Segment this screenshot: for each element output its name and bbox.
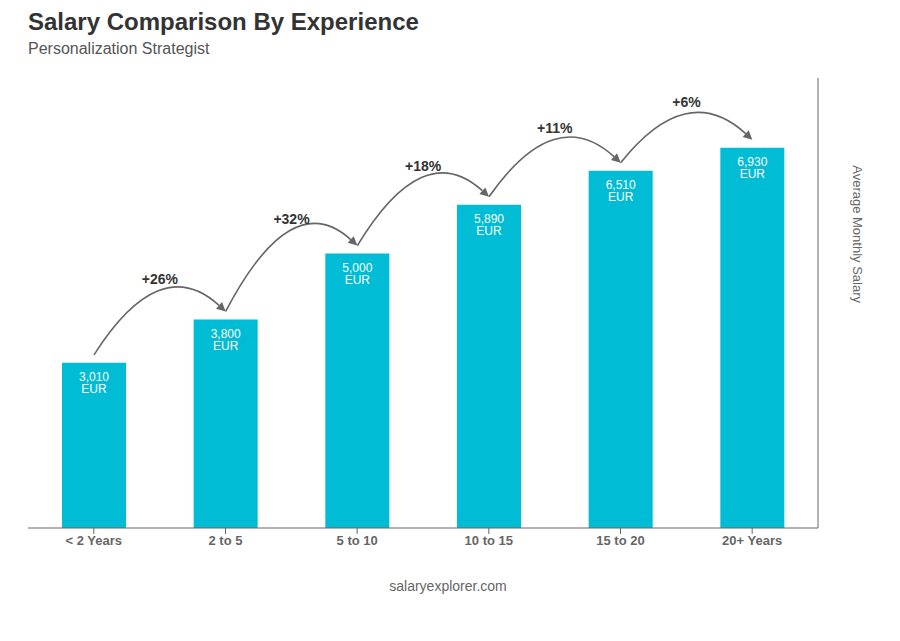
svg-text:3,010EUR: 3,010EUR xyxy=(79,370,109,396)
svg-text:20+ Years: 20+ Years xyxy=(722,533,782,548)
svg-text:+32%: +32% xyxy=(273,211,310,227)
svg-text:10 to 15: 10 to 15 xyxy=(465,533,513,548)
svg-text:+18%: +18% xyxy=(405,158,442,174)
svg-text:+26%: +26% xyxy=(142,271,179,287)
svg-text:15 to 20: 15 to 20 xyxy=(596,533,644,548)
svg-text:+6%: +6% xyxy=(672,94,701,110)
svg-text:5,000EUR: 5,000EUR xyxy=(342,261,372,287)
svg-text:5,890EUR: 5,890EUR xyxy=(474,212,504,238)
svg-text:+11%: +11% xyxy=(537,120,573,136)
html-text:Salary Comparison By Experienc: Salary Comparison By Experience xyxy=(28,8,419,35)
svg-text:3,800EUR: 3,800EUR xyxy=(211,327,241,353)
svg-text:Average Monthly Salary: Average Monthly Salary xyxy=(850,165,865,303)
svg-text:6,930EUR: 6,930EUR xyxy=(737,155,767,181)
html-text:salaryexplorer.com: salaryexplorer.com xyxy=(389,578,507,594)
html-text:Personalization Strategist: Personalization Strategist xyxy=(28,40,210,57)
svg-text:< 2 Years: < 2 Years xyxy=(66,533,123,548)
svg-text:6,510EUR: 6,510EUR xyxy=(606,178,636,204)
svg-text:5 to 10: 5 to 10 xyxy=(337,533,378,548)
svg-text:2 to 5: 2 to 5 xyxy=(209,533,243,548)
